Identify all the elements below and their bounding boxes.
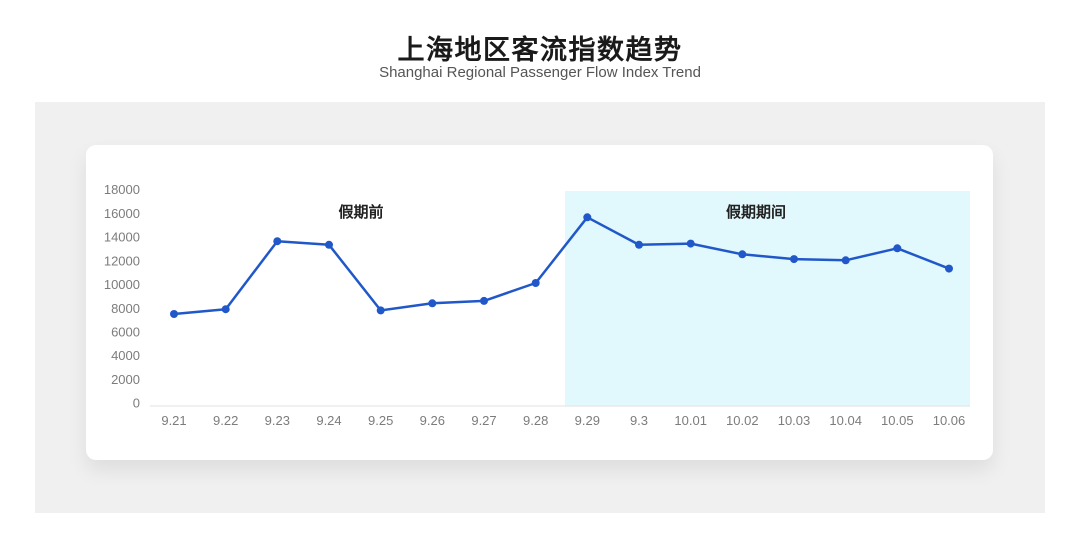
svg-text:9.21: 9.21 <box>161 413 186 428</box>
svg-text:9.26: 9.26 <box>420 413 445 428</box>
svg-text:9.23: 9.23 <box>265 413 290 428</box>
svg-text:9.3: 9.3 <box>630 413 648 428</box>
svg-text:10.03: 10.03 <box>778 413 811 428</box>
svg-text:2000: 2000 <box>111 372 140 387</box>
svg-text:10000: 10000 <box>104 277 140 292</box>
svg-text:假期前: 假期前 <box>338 203 383 221</box>
svg-text:9.22: 9.22 <box>213 413 238 428</box>
svg-text:10.02: 10.02 <box>726 413 759 428</box>
svg-text:9.25: 9.25 <box>368 413 393 428</box>
svg-text:14000: 14000 <box>104 230 140 245</box>
svg-text:18000: 18000 <box>104 182 140 197</box>
svg-text:9.29: 9.29 <box>575 413 600 428</box>
svg-text:4000: 4000 <box>111 348 140 363</box>
svg-text:10.01: 10.01 <box>674 413 707 428</box>
svg-text:10.06: 10.06 <box>933 413 966 428</box>
svg-text:6000: 6000 <box>111 325 140 340</box>
svg-text:8000: 8000 <box>111 301 140 316</box>
svg-text:9.28: 9.28 <box>523 413 548 428</box>
svg-text:假期期间: 假期期间 <box>726 203 786 221</box>
svg-text:9.27: 9.27 <box>471 413 496 428</box>
svg-text:16000: 16000 <box>104 206 140 221</box>
svg-text:12000: 12000 <box>104 253 140 268</box>
svg-text:10.05: 10.05 <box>881 413 914 428</box>
svg-text:0: 0 <box>133 396 140 411</box>
svg-text:9.24: 9.24 <box>316 413 341 428</box>
svg-text:10.04: 10.04 <box>829 413 862 428</box>
